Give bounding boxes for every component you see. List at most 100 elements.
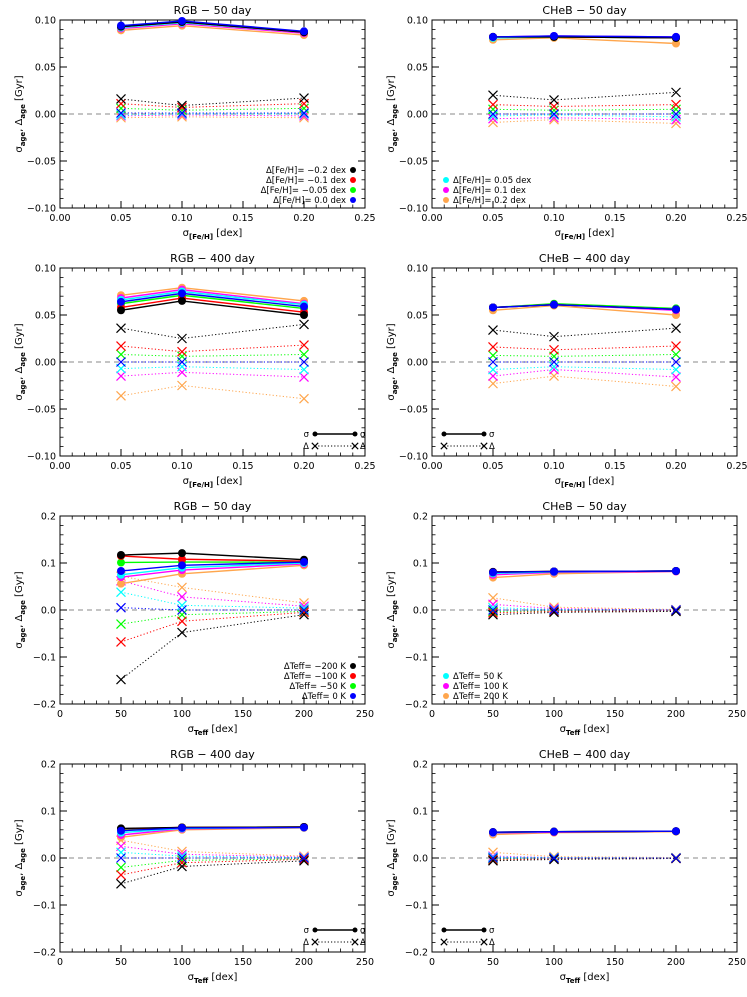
legend-dot-red xyxy=(350,177,356,183)
sigma-point-blue xyxy=(117,297,125,306)
y-tick-label: 0.0 xyxy=(41,854,56,865)
key-sigma-label: σ xyxy=(489,926,495,936)
x-tick-label: 0.15 xyxy=(604,461,625,472)
delta-point-blue xyxy=(549,853,559,863)
y-tick-label: −0.05 xyxy=(399,157,428,168)
delta-point-black xyxy=(299,855,309,866)
y-tick-label: 0.05 xyxy=(407,63,428,74)
key-delta-cross xyxy=(440,938,448,946)
y-tick-label: −0.2 xyxy=(33,948,56,959)
chart-panel-4: CHeB − 400 day 0.00 0.05 0.10 0.15 0.20 0.25 −0… xyxy=(386,252,747,489)
key-delta-cross xyxy=(351,442,359,450)
key-sigma-label: σ xyxy=(360,430,366,440)
x-tick-label: 0.10 xyxy=(171,461,192,472)
x-tick-label: 0.05 xyxy=(482,213,503,224)
delta-point-red xyxy=(549,606,559,617)
y-tick-label: 0.00 xyxy=(407,110,428,121)
x-tick-label: 0.00 xyxy=(49,213,70,224)
legend-dot-cyan xyxy=(443,673,449,679)
y-tick-label: 0.10 xyxy=(35,264,56,275)
y-axis-label: σage, Δage [Gyr] xyxy=(14,571,27,648)
delta-point-cyan xyxy=(549,361,559,372)
delta-point-red xyxy=(299,340,309,351)
delta-point-blue xyxy=(177,605,187,615)
legend-label: ΔTeff= −200 K xyxy=(284,662,347,672)
delta-series-line-cyan xyxy=(492,366,677,371)
legend-label: ΔTeff= 50 K xyxy=(453,672,503,682)
delta-point-red xyxy=(671,341,681,351)
delta-point-blue xyxy=(299,853,309,863)
key-delta-cross xyxy=(311,938,319,946)
delta-point-black xyxy=(116,94,126,104)
delta-point-orange xyxy=(177,380,187,391)
delta-point-green xyxy=(116,619,126,630)
x-tick-label: 150 xyxy=(606,709,624,720)
sigma-point-blue xyxy=(489,303,497,312)
sigma-series-line-black xyxy=(120,552,305,561)
x-tick-label: 200 xyxy=(667,709,685,720)
legend-dot-red xyxy=(350,673,356,679)
delta-point-orange xyxy=(488,378,498,389)
delta-point-black xyxy=(488,855,498,866)
sigma-point-red xyxy=(178,555,186,564)
y-tick-label: 0.1 xyxy=(41,807,56,818)
key-delta-label: Δ xyxy=(360,442,366,452)
key-sigma-dot xyxy=(441,431,447,437)
delta-point-cyan xyxy=(549,110,559,120)
y-tick-label: −0.2 xyxy=(405,948,428,959)
key-delta-cross xyxy=(480,442,488,450)
delta-point-magenta xyxy=(488,851,498,862)
delta-point-blue xyxy=(671,853,681,863)
x-tick-label: 0.15 xyxy=(232,461,253,472)
x-tick-label: 150 xyxy=(234,709,252,720)
delta-point-orange xyxy=(116,112,126,123)
delta-series-line-green xyxy=(492,353,677,357)
delta-point-blue xyxy=(177,853,187,863)
y-tick-label: 0.0 xyxy=(413,606,428,617)
y-axis-label: σage, Δage [Gyr] xyxy=(386,323,399,400)
delta-point-green xyxy=(671,104,681,115)
delta-point-blue xyxy=(671,109,681,119)
legend-label: Δ[Fe/H]= −0.2 dex xyxy=(266,166,346,176)
x-tick-label: 0.05 xyxy=(110,213,131,224)
delta-point-blue xyxy=(549,357,559,367)
delta-series-line-black xyxy=(120,614,305,680)
y-tick-label: −0.1 xyxy=(405,653,428,664)
sigma-point-blue xyxy=(117,826,125,835)
sigma-point-blue xyxy=(178,289,186,298)
x-axis-label: σTeff [dex] xyxy=(188,972,238,985)
delta-point-red xyxy=(116,637,126,647)
delta-series-line-black xyxy=(120,323,305,340)
key-delta-cross xyxy=(480,938,488,946)
y-tick-label: 0.05 xyxy=(35,63,56,74)
delta-point-green xyxy=(299,349,309,360)
y-tick-label: 0.0 xyxy=(41,606,56,617)
y-tick-label: −0.2 xyxy=(405,700,428,711)
y-tick-label: −0.05 xyxy=(27,405,56,416)
key-delta-label: Δ xyxy=(489,442,495,452)
delta-point-magenta xyxy=(116,371,126,382)
x-tick-label: 0.05 xyxy=(482,461,503,472)
y-tick-label: 0.00 xyxy=(35,358,56,369)
delta-point-black xyxy=(116,878,126,889)
delta-point-blue xyxy=(116,853,126,863)
x-tick-label: 50 xyxy=(487,957,499,968)
delta-series-line-black xyxy=(492,91,677,101)
delta-series-line-magenta xyxy=(492,369,677,378)
delta-series-line-orange xyxy=(120,116,305,119)
delta-series-line-red xyxy=(492,345,677,351)
delta-series-line-green xyxy=(492,609,677,612)
x-tick-label: 0.00 xyxy=(49,461,70,472)
x-tick-label: 250 xyxy=(728,709,746,720)
delta-series-line-magenta xyxy=(120,114,305,117)
sigma-point-black xyxy=(178,296,186,305)
delta-point-blue xyxy=(488,357,498,367)
y-axis-label: σage, Δage [Gyr] xyxy=(14,75,27,152)
sigma-point-blue xyxy=(117,566,125,575)
delta-point-black xyxy=(671,87,681,98)
delta-point-green xyxy=(116,349,126,360)
delta-series-line-black xyxy=(492,327,677,338)
x-tick-label: 0 xyxy=(429,709,435,720)
y-tick-label: 0.10 xyxy=(35,16,56,27)
